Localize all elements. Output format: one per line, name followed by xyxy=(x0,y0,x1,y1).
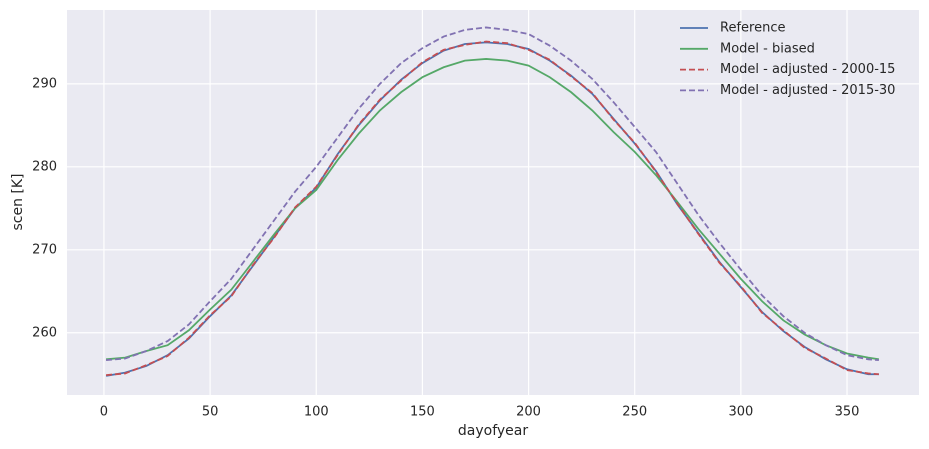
legend: Reference Model - biased Model - adjusted … xyxy=(680,21,895,98)
x-tick-label: 200 xyxy=(516,405,541,420)
series-line xyxy=(105,40,879,376)
y-tick-label: 270 xyxy=(32,242,57,257)
y-tick-label: 260 xyxy=(32,325,57,340)
legend-label: Reference xyxy=(720,21,785,36)
legend-label: Model - biased xyxy=(720,41,815,56)
x-tick-label: 250 xyxy=(622,405,647,420)
x-axis-label: dayofyear xyxy=(458,423,528,439)
legend-label: Model - adjusted - 2000-15 xyxy=(720,62,895,77)
lines xyxy=(105,26,880,377)
y-axis-label: scen [K] xyxy=(10,173,26,230)
grid xyxy=(67,10,919,395)
plot-area xyxy=(67,10,919,395)
y-tick-label: 280 xyxy=(32,159,57,174)
series-line xyxy=(105,58,880,361)
x-tick-label: 50 xyxy=(202,405,219,420)
x-tick-label: 350 xyxy=(835,405,860,420)
x-tick-label: 100 xyxy=(304,405,329,420)
x-tick-label: 150 xyxy=(410,405,435,420)
x-tick-label: 300 xyxy=(728,405,753,420)
legend-label: Model - adjusted - 2015-30 xyxy=(720,83,895,98)
x-tick-label: 0 xyxy=(100,405,108,420)
y-tick-label: 290 xyxy=(32,76,57,91)
series-line xyxy=(105,26,879,362)
ticks: 0 50 100 150 200 250 300 350 260 270 280 290 xyxy=(32,76,859,419)
